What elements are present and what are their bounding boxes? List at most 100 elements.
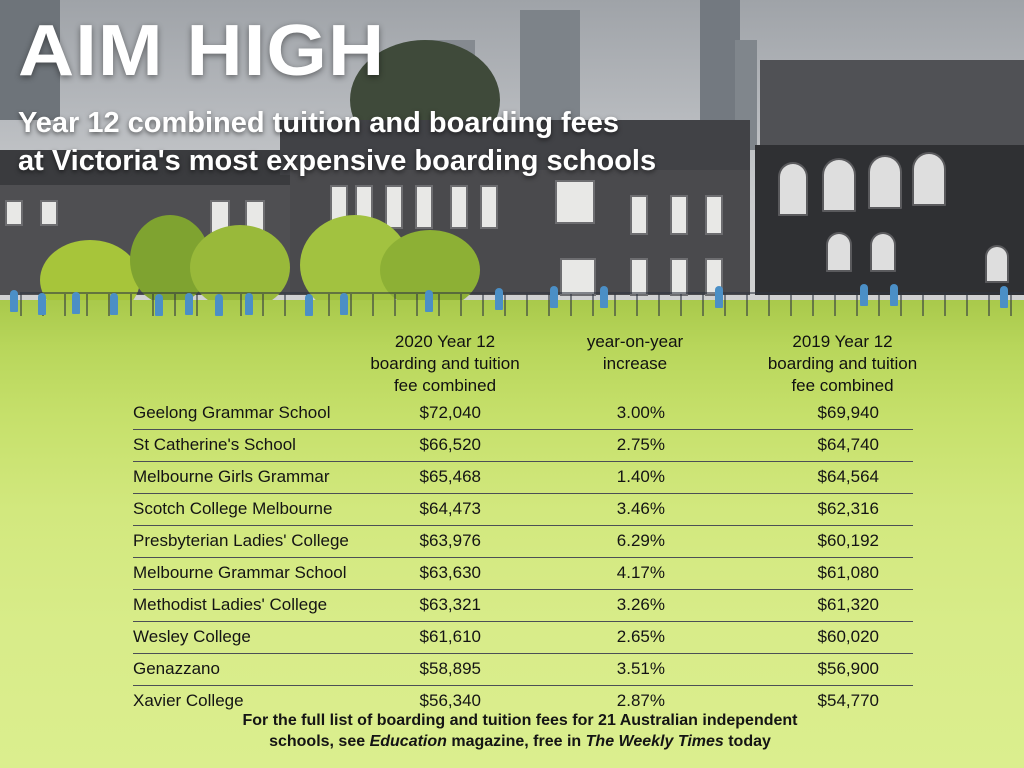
fee-2020: $72,040 [419,403,481,422]
fence [20,292,1024,316]
window [480,185,498,229]
student-figure [1000,286,1008,308]
increase-percent: 3.51% [616,659,665,678]
table-row: Presbyterian Ladies' College $63,976 6.2… [133,526,913,558]
student-figure [72,292,80,314]
window [560,258,596,296]
fees-table: Geelong Grammar School $72,040 3.00% $69… [133,398,913,717]
fee-2020: $63,976 [419,531,481,550]
fee-2019: $60,192 [817,531,879,550]
window [705,195,723,235]
footnote-prefix: schools, see [269,733,370,750]
column-header-line: fee combined [791,376,894,395]
arched-window [826,232,852,272]
footnote-middle: magazine, free in [446,733,586,750]
column-header-line: boarding and tuition [370,354,520,373]
increase-percent: 4.17% [616,563,665,582]
footnote: For the full list of boarding and tuitio… [200,710,840,752]
table-row: Geelong Grammar School $72,040 3.00% $69… [133,398,913,430]
student-figure [185,293,193,315]
window [670,195,688,235]
student-figure [340,293,348,315]
table-row: Melbourne Girls Grammar $65,468 1.40% $6… [133,462,913,494]
footnote-line1: For the full list of boarding and tuitio… [242,712,798,729]
table-row: St Catherine's School $66,520 2.75% $64,… [133,430,913,462]
student-figure [38,293,46,315]
column-header-line: boarding and tuition [767,354,918,373]
fee-2019: $56,900 [817,659,879,678]
increase-percent: 1.40% [616,467,665,486]
window [40,200,58,226]
subheadline: Year 12 combined tuition and boarding fe… [18,104,738,180]
table-row: Methodist Ladies' College $63,321 3.26% … [133,590,913,622]
table-row: Scotch College Melbourne $64,473 3.46% $… [133,494,913,526]
roof [0,150,300,190]
student-figure [495,288,503,310]
fee-2019: $64,740 [817,435,879,454]
column-header-2020-fee: 2020 Year 12 boarding and tuition fee co… [355,331,535,397]
footnote-suffix: today [723,733,771,750]
school-name: Xavier College [133,691,244,710]
table-row: Genazzano $58,895 3.51% $56,900 [133,654,913,686]
increase-percent: 6.29% [616,531,665,550]
student-figure [890,284,898,306]
arched-window [912,152,946,206]
column-header-increase: year-on-year increase [555,331,715,375]
window [415,185,433,229]
increase-percent: 3.46% [616,499,665,518]
student-figure [425,290,433,312]
newspaper-name: The Weekly Times [585,733,724,750]
school-name: Wesley College [133,627,251,646]
fee-2019: $61,080 [817,563,879,582]
arched-window [868,155,902,209]
arched-window [822,158,856,212]
school-name: Presbyterian Ladies' College [133,531,349,550]
headline: AIM HIGH [18,11,386,91]
table-row: Melbourne Grammar School $63,630 4.17% $… [133,558,913,590]
column-header-line: 2019 Year 12 [792,332,893,351]
school-name: Melbourne Girls Grammar [133,467,330,486]
magazine-name: Education [369,733,447,750]
fee-2020: $58,895 [419,659,481,678]
student-figure [245,293,253,315]
student-figure [215,294,223,316]
school-name: St Catherine's School [133,435,296,454]
arched-window [778,162,808,216]
column-header-line: 2020 Year 12 [394,332,496,351]
column-header-line: fee combined [393,376,497,395]
student-figure [550,286,558,308]
increase-percent: 2.87% [616,691,665,710]
fee-2020: $65,468 [419,467,481,486]
city-tower [0,0,60,120]
window [450,185,468,229]
student-figure [600,286,608,308]
increase-percent: 2.75% [616,435,665,454]
school-name: Genazzano [133,659,220,678]
column-header-line: year-on-year [586,332,684,351]
school-name: Scotch College Melbourne [133,499,333,518]
fee-2020: $64,473 [419,499,481,518]
student-figure [860,284,868,306]
fee-2019: $54,770 [817,691,879,710]
student-figure [305,294,313,316]
fee-2019: $60,020 [817,627,879,646]
fee-2019: $61,320 [817,595,879,614]
fee-2020: $63,321 [419,595,481,614]
increase-percent: 3.00% [616,403,665,422]
fee-2019: $62,316 [817,499,879,518]
increase-percent: 3.26% [616,595,665,614]
window [385,185,403,229]
school-name: Geelong Grammar School [133,403,331,422]
window [630,195,648,235]
arched-window [985,245,1009,283]
city-tower [520,10,580,120]
grass-field [0,300,1024,768]
student-figure [110,293,118,315]
fee-2020: $63,630 [419,563,481,582]
increase-percent: 2.65% [616,627,665,646]
window [670,258,688,296]
student-figure [155,294,163,316]
window [5,200,23,226]
chapel-roof [760,60,1024,150]
